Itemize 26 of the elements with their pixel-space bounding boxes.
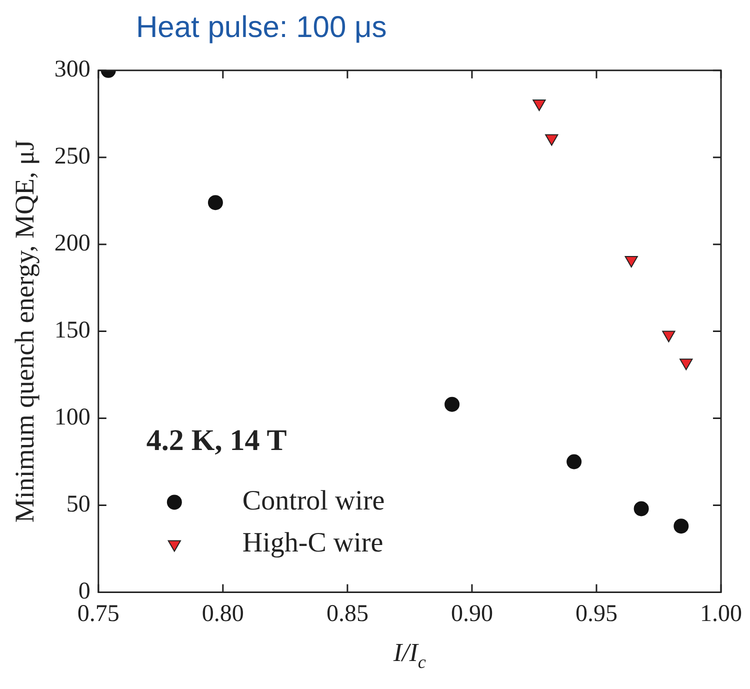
y-tick-label: 150 [54,318,90,344]
y-tick-label: 100 [54,404,90,431]
x-tick-label: 1.00 [700,600,742,627]
x-tick-label: 0.85 [326,600,368,627]
point [674,518,689,534]
legend-label: Control wire [242,486,385,517]
chart-title: Heat pulse: 100 μs [136,10,388,46]
point [532,99,546,111]
y-axis-title: Minimum quench energy, MQE, μJ [9,140,40,523]
x-tick-label: 0.95 [575,600,618,627]
y-tick-label: 300 [54,56,90,83]
point [545,134,558,146]
legend-title: 4.2 K, 14 T [146,424,287,457]
point [444,396,460,412]
point [208,195,223,210]
point [680,358,693,370]
y-tick-label: 50 [66,492,90,518]
legend-label: High-C wire [242,528,384,559]
point [634,501,649,516]
point [624,256,638,268]
x-tick-label: 0.90 [450,600,493,627]
point [662,330,676,342]
y-tick-label: 250 [54,144,90,170]
x-tick-label: 0.80 [202,600,244,627]
point [566,454,582,470]
y-tick-label: 200 [54,230,90,257]
